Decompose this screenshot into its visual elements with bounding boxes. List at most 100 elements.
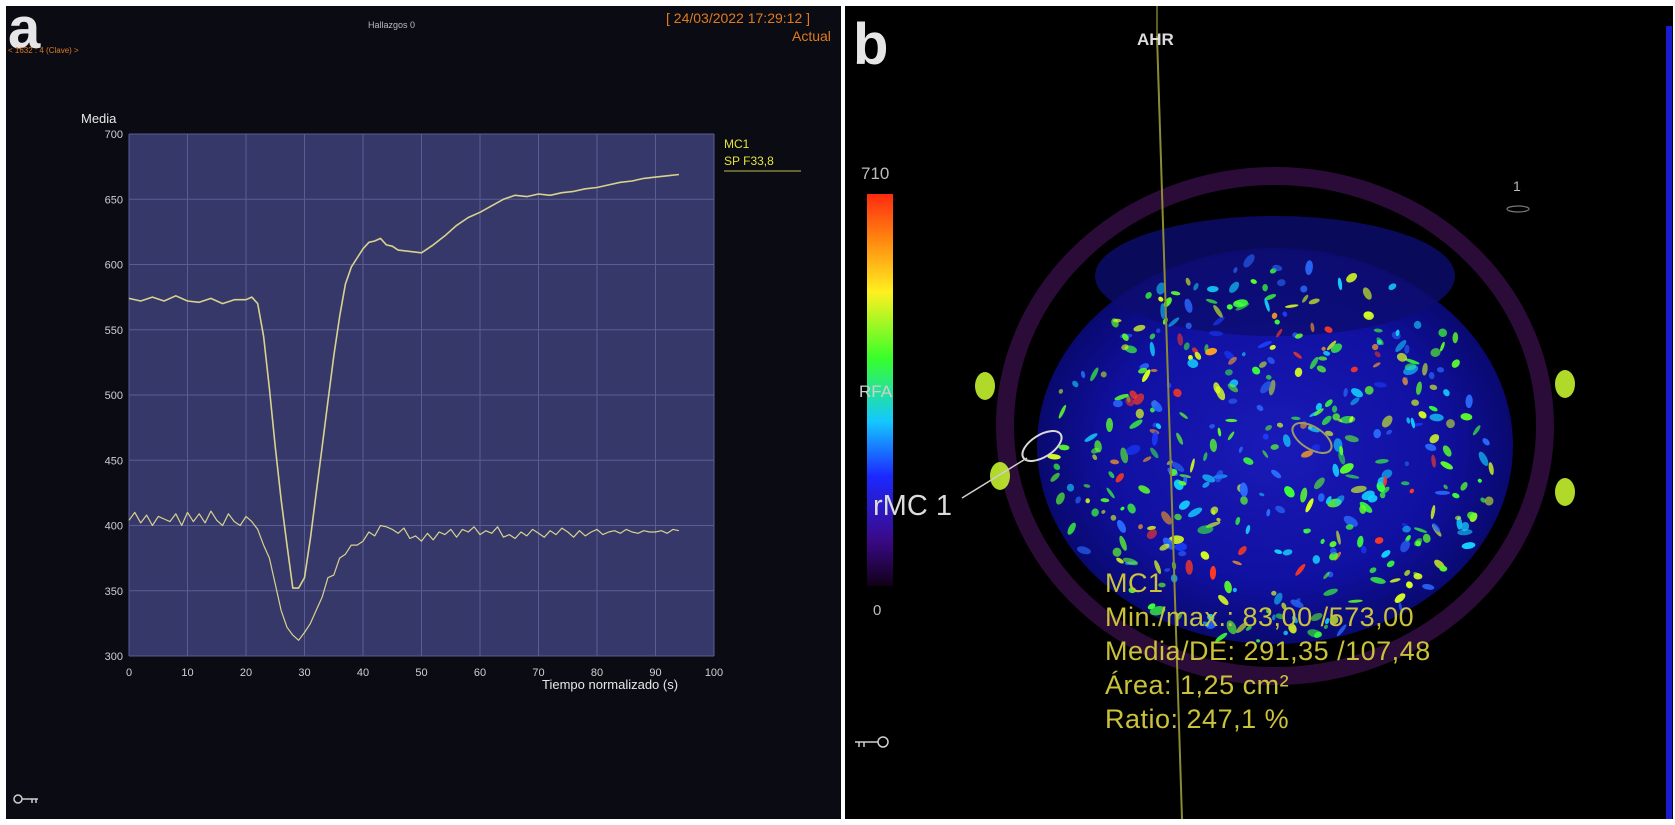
perfusion-spot xyxy=(1110,459,1120,465)
perfusion-spot xyxy=(1386,429,1393,435)
perfusion-spot xyxy=(1113,318,1122,323)
perfusion-spot xyxy=(1266,608,1271,614)
grid xyxy=(128,133,715,657)
perfusion-spot xyxy=(1284,304,1299,308)
perfusion-spot xyxy=(1336,530,1341,545)
perfusion-spot xyxy=(1115,473,1124,483)
perfusion-spot xyxy=(1454,515,1462,521)
perfusion-spot xyxy=(1324,399,1333,408)
perfusion-spot xyxy=(1067,522,1076,535)
perfusion-spot xyxy=(1406,417,1411,424)
perfusion-spot xyxy=(1338,450,1346,465)
perfusion-spot xyxy=(1381,469,1393,479)
perfusion-spot xyxy=(1178,550,1187,557)
perfusion-spot xyxy=(1053,463,1061,471)
panel-label-a: a xyxy=(8,6,41,61)
perfusion-spot xyxy=(1138,367,1148,374)
perfusion-spot xyxy=(1325,496,1332,504)
perfusion-spot xyxy=(1125,397,1135,407)
perfusion-spot xyxy=(1151,431,1158,446)
perfusion-spot xyxy=(1323,624,1328,630)
perfusion-spot xyxy=(1155,423,1162,429)
perfusion-spot xyxy=(1139,363,1150,370)
perfusion-spot xyxy=(1235,516,1241,526)
perfusion-spot xyxy=(1160,303,1166,319)
perfusion-spot xyxy=(1106,417,1113,433)
y-tick-label: 350 xyxy=(105,586,123,598)
perfusion-spot xyxy=(1307,427,1320,433)
perfusion-spot xyxy=(1422,362,1428,376)
perfusion-spot xyxy=(1215,632,1228,642)
perfusion-spot xyxy=(1305,498,1314,513)
key-icon[interactable] xyxy=(12,791,42,807)
perfusion-spot xyxy=(1119,535,1127,551)
perfusion-spot xyxy=(1428,405,1438,412)
perfusion-spot xyxy=(1395,340,1407,352)
perfusion-spot xyxy=(1295,563,1306,576)
perfusion-spot xyxy=(1309,356,1319,370)
perfusion-spot xyxy=(1265,374,1272,380)
perfusion-spot xyxy=(1100,498,1110,503)
perfusion-spot xyxy=(1460,521,1470,532)
perfusion-spot xyxy=(1185,322,1192,329)
perfusion-spot xyxy=(1271,469,1282,479)
perfusion-spot xyxy=(1374,537,1384,544)
perfusion-spot xyxy=(1204,344,1209,353)
perfusion-spot xyxy=(1233,267,1238,274)
perfusion-spot xyxy=(1158,582,1166,588)
perfusion-spot xyxy=(1429,413,1444,422)
perfusion-spot xyxy=(1150,368,1158,373)
perfusion-spot xyxy=(1106,487,1115,499)
panel-a: a Hallazgos 0 [ 24/03/2022 17:29:12 ] Ac… xyxy=(6,6,841,819)
perfusion-spot xyxy=(1236,621,1248,634)
perfusion-spot xyxy=(1252,366,1261,375)
perfusion-spot xyxy=(1229,281,1240,293)
perfusion-spot xyxy=(1185,559,1193,575)
x-tick-label: 0 xyxy=(126,667,132,679)
perfusion-spot xyxy=(1482,438,1490,446)
perfusion-spot xyxy=(1176,432,1184,445)
perfusion-spot xyxy=(1110,514,1117,521)
perfusion-spot xyxy=(1274,549,1283,555)
perfusion-spot xyxy=(1313,408,1324,416)
perfusion-spot xyxy=(1329,547,1337,555)
perfusion-spot xyxy=(1194,351,1202,360)
perfusion-spot xyxy=(1154,560,1162,575)
perfusion-spot xyxy=(1442,445,1452,457)
perfusion-spot xyxy=(1310,322,1315,333)
perfusion-spot xyxy=(1128,587,1137,594)
perfusion-spot xyxy=(1284,486,1295,498)
perfusion-spot xyxy=(1293,351,1302,359)
orientation-label: AHR xyxy=(1137,30,1174,49)
perfusion-spot xyxy=(1138,524,1143,530)
perfusion-spot xyxy=(1151,400,1163,412)
perfusion-spot xyxy=(1439,565,1448,572)
perfusion-spot xyxy=(1197,525,1214,535)
perfusion-spot xyxy=(1085,498,1091,504)
perfusion-spot xyxy=(1343,388,1348,397)
perfusion-spot xyxy=(1209,565,1217,580)
tick-labels: 0 10 20 30 40 50 60 70 80 90 100 700 650 600 550 500 450… xyxy=(105,129,724,679)
perfusion-spot xyxy=(1323,350,1331,356)
findings-header: Hallazgos 0 xyxy=(368,20,416,30)
perfusion-spot xyxy=(1422,533,1431,543)
perfusion-spot xyxy=(1240,496,1248,505)
perfusion-spot xyxy=(1142,456,1152,462)
perfusion-spot xyxy=(1320,538,1325,545)
key-icon[interactable] xyxy=(851,734,891,750)
perfusion-spot xyxy=(1307,629,1323,638)
perfusion-spot xyxy=(1218,594,1229,606)
perfusion-spot xyxy=(1259,492,1265,497)
perfusion-spot xyxy=(1178,480,1187,486)
perfusion-spot xyxy=(1434,490,1451,495)
y-tick-label: 450 xyxy=(105,455,123,467)
perfusion-spot xyxy=(1156,282,1166,295)
perfusion-spot xyxy=(1260,381,1272,394)
perfusion-spot xyxy=(1120,506,1125,511)
legend-entry-1: SP F33,8 xyxy=(724,154,774,168)
perfusion-spot xyxy=(1274,319,1280,325)
perfusion-spot xyxy=(1294,367,1303,377)
x-tick-label: 100 xyxy=(705,667,723,679)
perfusion-spot xyxy=(1431,454,1436,468)
x-tick-label: 90 xyxy=(649,667,661,679)
